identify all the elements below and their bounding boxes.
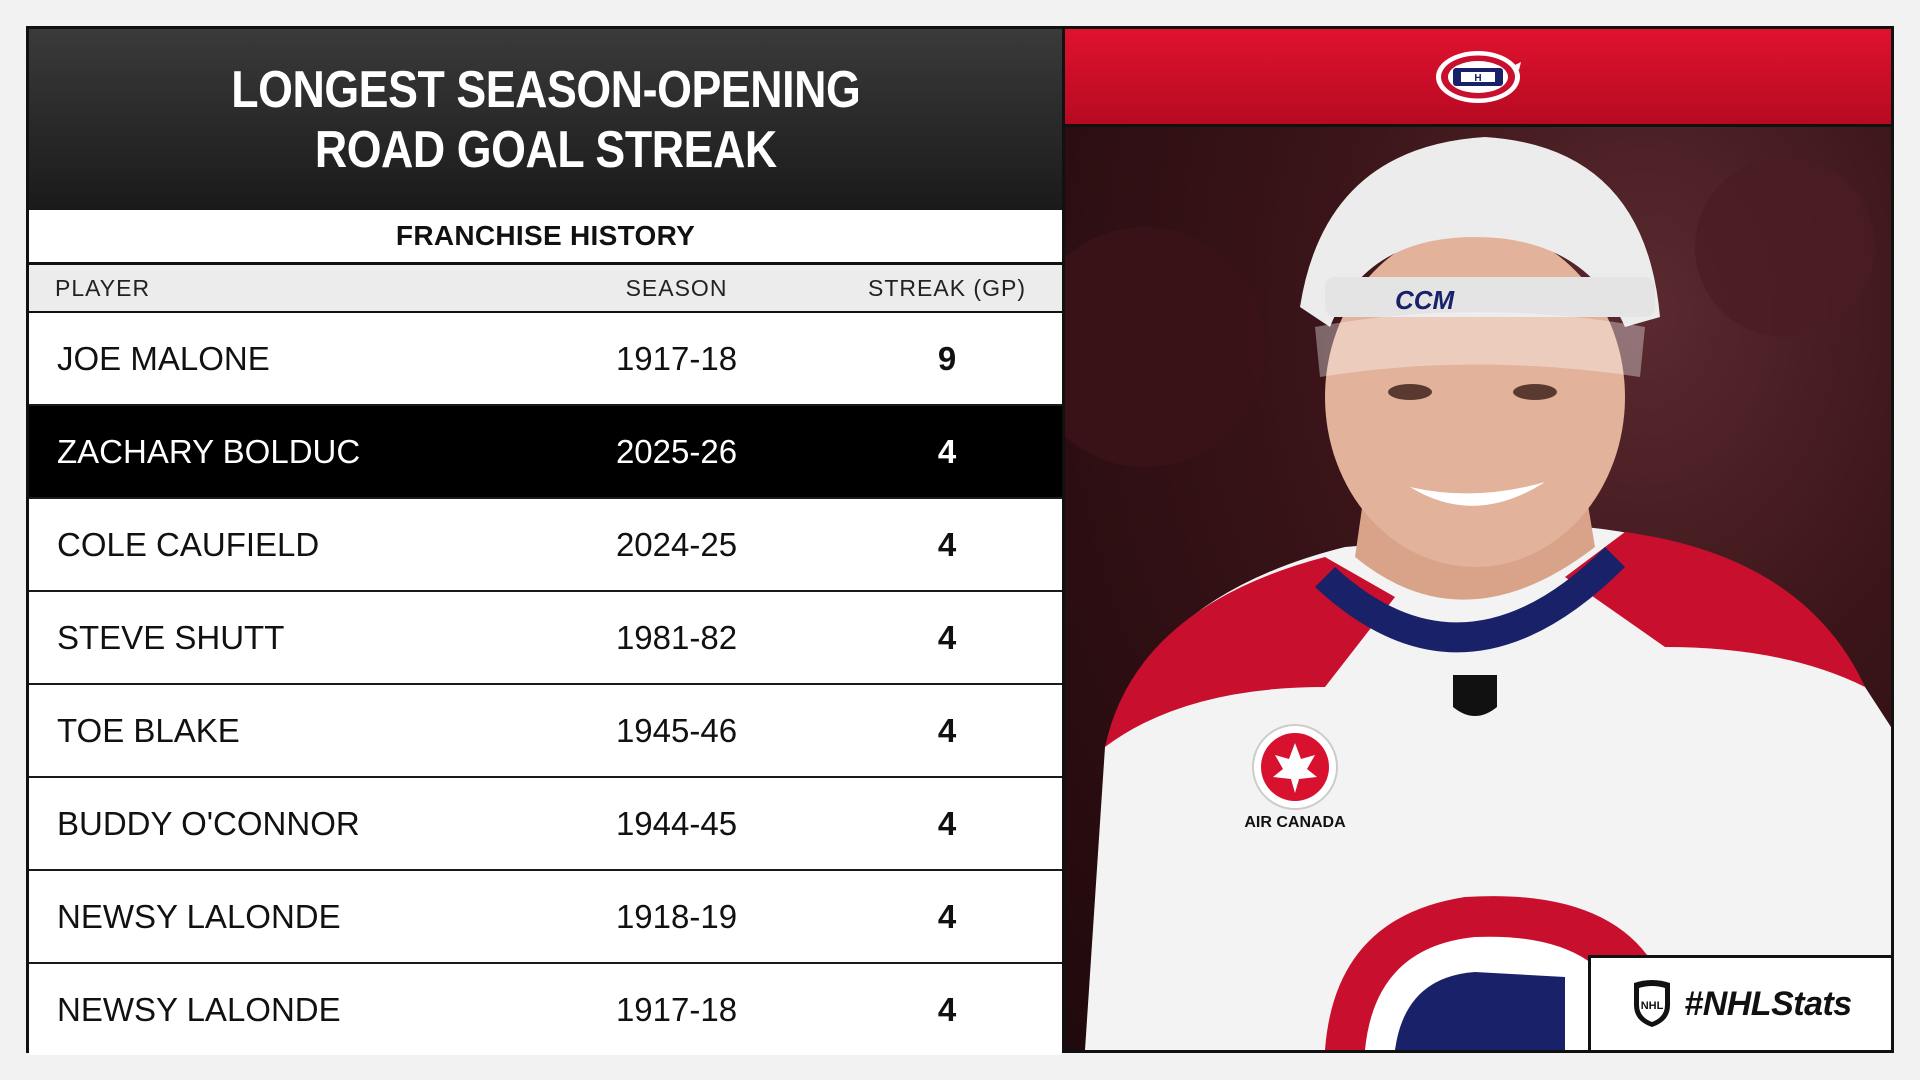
column-header-season: SEASON	[625, 275, 728, 301]
title-line-1: LONGEST SEASON-OPENING	[230, 60, 861, 119]
season-value: 1917-18	[615, 991, 738, 1028]
player-photo: CCM AIR CANADA	[1065, 127, 1891, 1050]
season-value: 1944-45	[615, 805, 738, 842]
nhl-shield-icon: NHL	[1634, 980, 1671, 1027]
streak-value: 9	[937, 340, 957, 377]
nhl-stats-badge: NHL #NHLStats	[1588, 955, 1891, 1050]
table-row: NEWSY LALONDE 1918-19 4	[29, 871, 1062, 964]
streak-value: 4	[937, 898, 957, 935]
player-illustration: CCM AIR CANADA	[1065, 137, 1891, 1050]
column-header-streak: STREAK (GP)	[868, 275, 1026, 301]
column-header-player: PLAYER	[55, 275, 151, 301]
table-row: JOE MALONE 1917-18 9	[29, 313, 1062, 406]
streak-value: 4	[937, 526, 957, 563]
table-row: BUDDY O'CONNOR 1944-45 4	[29, 778, 1062, 871]
season-value: 1981-82	[615, 619, 738, 656]
svg-text:H: H	[1474, 73, 1481, 84]
team-banner: H	[1065, 29, 1891, 127]
player-name: ZACHARY BOLDUC	[57, 433, 361, 470]
season-value: 2024-25	[615, 526, 738, 563]
table-row: COLE CAUFIELD 2024-25 4	[29, 499, 1062, 592]
player-name: TOE BLAKE	[57, 712, 240, 749]
title-line-2: ROAD GOAL STREAK	[314, 120, 777, 179]
season-value: 1945-46	[615, 712, 738, 749]
season-value: 2025-26	[615, 433, 738, 470]
table-body: JOE MALONE 1917-18 9 ZACHARY BOLDUC 2025…	[29, 313, 1062, 1055]
title-header: LONGEST SEASON-OPENING ROAD GOAL STREAK	[29, 29, 1062, 210]
season-value: 1917-18	[615, 340, 738, 377]
streak-value: 4	[937, 433, 957, 470]
table-header-row: PLAYER SEASON STREAK (GP)	[29, 265, 1062, 313]
streak-value: 4	[937, 619, 957, 656]
jersey-patch-text: AIR CANADA	[1244, 814, 1346, 831]
player-name: NEWSY LALONDE	[57, 898, 341, 935]
svg-text:NHL: NHL	[1641, 1000, 1664, 1012]
page-title: LONGEST SEASON-OPENING ROAD GOAL STREAK	[230, 60, 861, 180]
table-row: STEVE SHUTT 1981-82 4	[29, 592, 1062, 685]
stats-table-panel: LONGEST SEASON-OPENING ROAD GOAL STREAK …	[29, 29, 1062, 1055]
player-photo-panel: H	[1065, 29, 1891, 1050]
player-name: BUDDY O'CONNOR	[57, 805, 360, 842]
svg-text:CCM: CCM	[1395, 285, 1456, 315]
streak-value: 4	[937, 712, 957, 749]
player-name: STEVE SHUTT	[57, 619, 285, 656]
streak-value: 4	[937, 991, 957, 1028]
player-name: NEWSY LALONDE	[57, 991, 341, 1028]
table-row: TOE BLAKE 1945-46 4	[29, 685, 1062, 778]
streak-value: 4	[937, 805, 957, 842]
hashtag-label: #NHLStats	[1684, 984, 1852, 1023]
canadiens-logo-icon: H	[1436, 50, 1521, 103]
table-row-highlighted: ZACHARY BOLDUC 2025-26 4	[29, 406, 1062, 499]
player-name: COLE CAUFIELD	[57, 526, 320, 563]
player-name: JOE MALONE	[57, 340, 270, 377]
graphic-frame: LONGEST SEASON-OPENING ROAD GOAL STREAK …	[26, 26, 1894, 1055]
season-value: 1918-19	[615, 898, 738, 935]
section-subtitle: FRANCHISE HISTORY	[29, 210, 1062, 265]
table-row: NEWSY LALONDE 1917-18 4	[29, 964, 1062, 1055]
